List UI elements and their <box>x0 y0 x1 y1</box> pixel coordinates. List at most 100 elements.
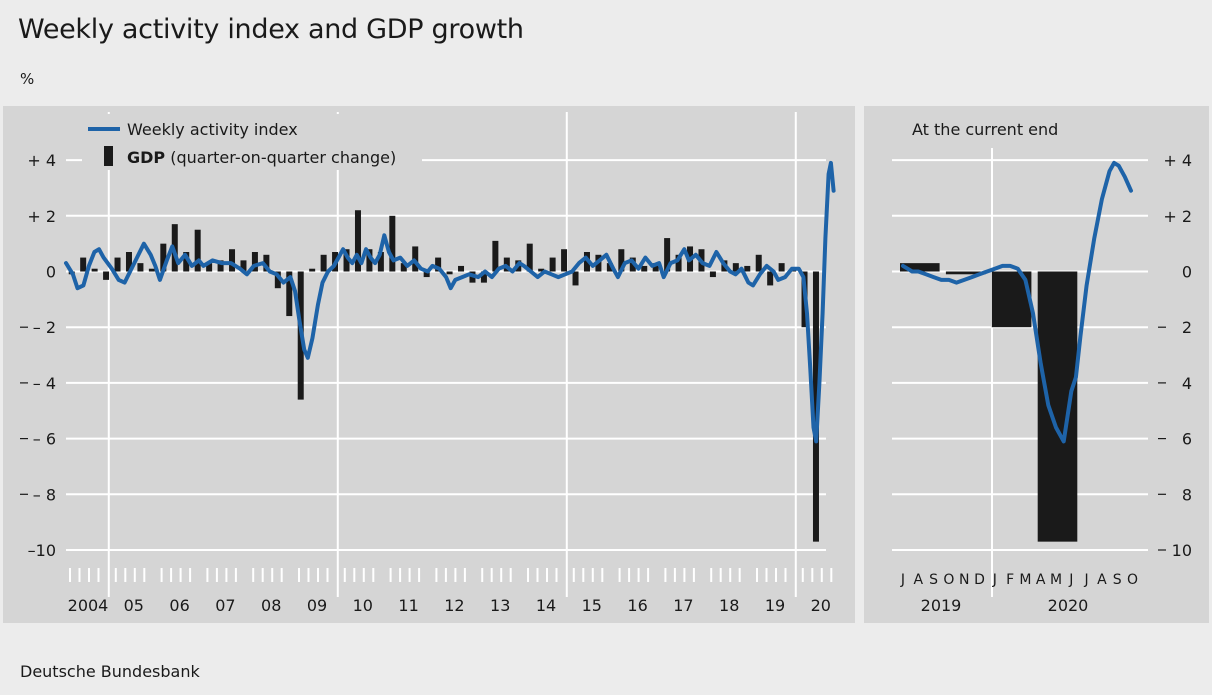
gdp-bar <box>160 243 167 272</box>
y-tick-label-left: –10 <box>28 541 56 560</box>
gdp-bar <box>652 263 659 272</box>
y-tick-label-left: – 6 <box>33 430 56 449</box>
x-month-label: M <box>1019 572 1031 588</box>
gdp-bar <box>606 263 613 272</box>
gdp-bar <box>435 257 442 272</box>
y-tick-label-right: 10 <box>1172 541 1192 560</box>
gdp-bar <box>526 243 533 272</box>
gdp-bar <box>572 271 579 286</box>
y-tick-label-left: – 8 <box>33 485 56 504</box>
y-tick-label-left: + 2 <box>27 207 56 226</box>
gdp-bar <box>549 257 556 272</box>
gdp-bar <box>732 263 739 272</box>
x-year-label: 18 <box>719 596 739 615</box>
gdp-bar <box>366 249 373 272</box>
gdp-bar <box>80 257 87 272</box>
x-year-label: 09 <box>307 596 327 615</box>
x-month-label: M <box>1050 572 1062 588</box>
gdp-bar <box>194 229 201 272</box>
x-year-label: 14 <box>536 596 556 615</box>
legend-label-activity: Weekly activity index <box>127 120 298 139</box>
y-tick-label-right: 6 <box>1182 430 1192 449</box>
gdp-bar <box>446 271 453 275</box>
left-panel-background <box>3 106 855 623</box>
x-month-label: S <box>1113 572 1122 588</box>
gdp-bar <box>91 268 98 272</box>
x-year-label: 11 <box>398 596 418 615</box>
x-year-label: 10 <box>353 596 373 615</box>
gdp-bar <box>538 268 545 272</box>
source-label: Deutsche Bundesbank <box>20 662 200 681</box>
gdp-bar <box>389 215 396 272</box>
unit-label: % <box>20 70 35 88</box>
gdp-bar <box>377 252 384 272</box>
left-panel: + 4 + 2 0 – 2 – 4 – 6 – 8 –10 2004 05 06 07 08 09 10 11… <box>20 112 836 615</box>
x-year-label: 06 <box>169 596 189 615</box>
x-year-label: 17 <box>673 596 693 615</box>
x-year-label: 08 <box>261 596 281 615</box>
x-year-label: 05 <box>124 596 144 615</box>
y-tick-label-left: 0 <box>46 263 56 282</box>
x-year-label: 07 <box>215 596 235 615</box>
x-month-label: J <box>1068 572 1073 588</box>
gdp-bar <box>217 260 224 272</box>
gdp-bar <box>767 271 774 286</box>
gdp-bar <box>274 271 281 289</box>
x-month-label: O <box>943 572 954 588</box>
gdp-bar <box>458 265 465 272</box>
x-month-label: J <box>992 572 997 588</box>
gdp-bar <box>900 263 940 272</box>
gdp-bar <box>561 249 568 272</box>
gdp-bar <box>148 268 155 272</box>
x-month-label: N <box>959 572 969 588</box>
x-year-label: 2019 <box>921 596 962 615</box>
chart-title: Weekly activity index and GDP growth <box>18 14 524 45</box>
gdp-bar <box>251 252 258 272</box>
y-tick-label-left: – 4 <box>33 374 56 393</box>
gdp-bar <box>812 271 819 542</box>
legend-label-gdp-note: (quarter-on-quarter change) <box>165 148 396 167</box>
gdp-bar <box>423 271 430 278</box>
x-month-label: O <box>1127 572 1138 588</box>
right-panel-background <box>864 106 1209 623</box>
gdp-bar <box>744 265 751 272</box>
x-year-label: 19 <box>765 596 785 615</box>
gdp-bar <box>778 263 785 272</box>
gdp-bar <box>641 265 648 272</box>
x-year-label: 2020 <box>1048 596 1089 615</box>
gdp-bar <box>945 271 986 275</box>
gdp-bar <box>480 271 487 283</box>
gdp-bar <box>354 210 361 272</box>
gdp-bar <box>492 240 499 272</box>
gdp-bar <box>263 254 270 272</box>
gdp-bar <box>125 252 132 272</box>
gdp-bar <box>755 254 762 272</box>
activity-line <box>901 160 1133 444</box>
x-year-label: 16 <box>627 596 647 615</box>
x-month-label: A <box>1036 572 1046 588</box>
gdp-bar <box>137 263 144 272</box>
activity-line <box>64 160 836 444</box>
x-month-label: D <box>974 572 985 588</box>
gdp-bar <box>229 249 236 272</box>
gdp-bar <box>103 271 110 280</box>
y-tick-label-right: + 4 <box>1163 151 1192 170</box>
x-month-label: A <box>914 572 924 588</box>
y-tick-label-left: – 2 <box>33 318 56 337</box>
gdp-bar <box>675 254 682 272</box>
gdp-bar <box>400 263 407 272</box>
gdp-bar <box>183 252 190 272</box>
y-tick-label-right: 2 <box>1182 318 1192 337</box>
gdp-bar <box>709 271 716 278</box>
x-year-label: 15 <box>582 596 602 615</box>
y-tick-label-left: + 4 <box>27 151 56 170</box>
gdp-bar <box>206 263 213 272</box>
x-month-label: A <box>1097 572 1107 588</box>
x-year-label: 13 <box>490 596 510 615</box>
gdp-bar <box>1037 271 1078 542</box>
legend-label-gdp: GDP (quarter-on-quarter change) <box>127 148 396 167</box>
gdp-bar <box>320 254 327 272</box>
y-tick-label-right: + 2 <box>1163 207 1192 226</box>
